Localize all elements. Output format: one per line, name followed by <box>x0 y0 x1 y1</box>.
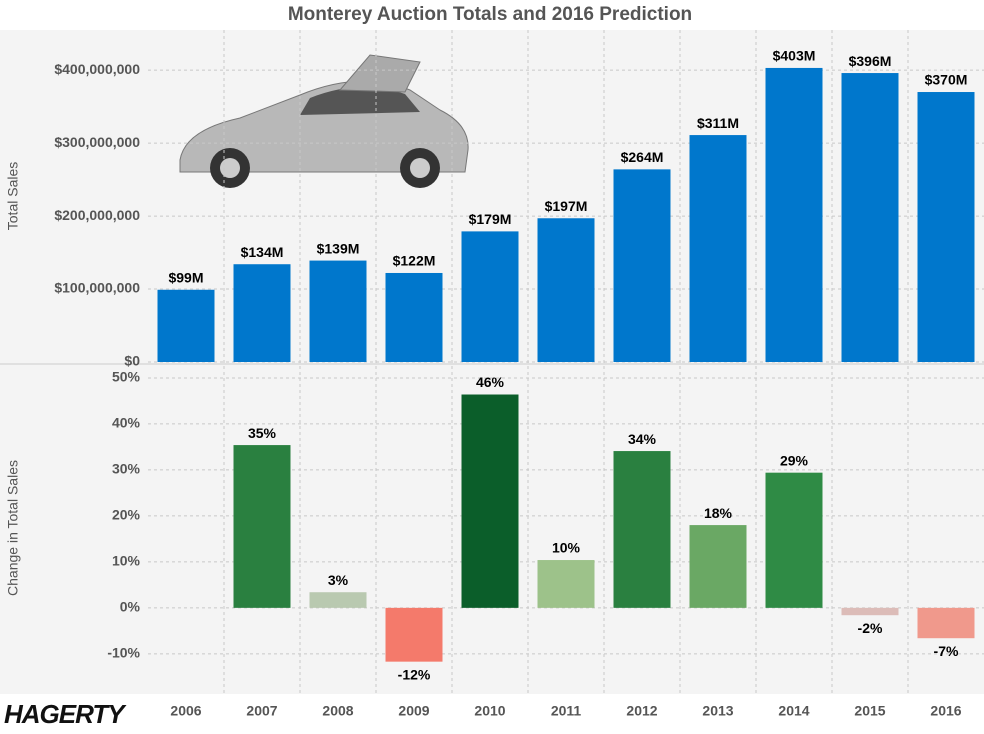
value-label: $370M <box>925 72 968 88</box>
x-tick-label: 2010 <box>474 703 505 719</box>
bar <box>537 218 595 362</box>
y-tick-label: $400,000,000 <box>54 61 140 77</box>
bar <box>613 169 671 362</box>
value-label: 10% <box>552 540 581 556</box>
car-illustration <box>179 54 469 188</box>
bar <box>765 472 823 608</box>
value-label: $134M <box>241 244 284 260</box>
value-label: $197M <box>545 198 588 214</box>
bar <box>689 525 747 608</box>
y-tick-label: 0% <box>120 599 141 615</box>
bar <box>309 592 367 608</box>
value-label: 46% <box>476 374 505 390</box>
x-tick-label: 2012 <box>626 703 657 719</box>
value-label: 18% <box>704 505 733 521</box>
x-tick-label: 2015 <box>854 703 885 719</box>
value-label: $264M <box>621 149 664 165</box>
y-tick-label: 40% <box>112 415 141 431</box>
y-axis-title: Total Sales <box>5 162 21 230</box>
y-tick-label: 30% <box>112 461 141 477</box>
bar <box>461 231 519 362</box>
x-tick-label: 2013 <box>702 703 733 719</box>
value-label: $403M <box>773 48 816 64</box>
value-label: -2% <box>858 620 883 636</box>
value-label: $122M <box>393 253 436 269</box>
bar <box>385 607 443 662</box>
bar <box>385 272 443 362</box>
y-tick-label: $100,000,000 <box>54 280 140 296</box>
bar <box>537 560 595 608</box>
x-tick-label: 2008 <box>322 703 353 719</box>
bar <box>613 451 671 608</box>
bar <box>309 260 367 362</box>
value-label: $311M <box>697 115 739 131</box>
value-label: $99M <box>168 269 203 285</box>
y-tick-label: $300,000,000 <box>54 134 140 150</box>
bar <box>689 135 747 362</box>
y-tick-label: 10% <box>112 553 141 569</box>
value-label: 35% <box>248 425 277 441</box>
x-tick-label: 2014 <box>778 703 809 719</box>
value-label: $179M <box>469 211 512 227</box>
bar <box>841 607 899 616</box>
value-label: 29% <box>780 452 809 468</box>
value-label: $139M <box>317 240 360 256</box>
bar <box>461 394 519 608</box>
x-tick-label: 2016 <box>930 703 961 719</box>
bar <box>917 607 975 639</box>
value-label: 34% <box>628 431 657 447</box>
bar <box>917 92 975 363</box>
bar <box>157 289 215 362</box>
y-tick-label: $200,000,000 <box>54 207 140 223</box>
bar <box>233 445 291 608</box>
bar <box>765 67 823 362</box>
y-tick-label: -10% <box>107 645 140 661</box>
x-tick-label: 2009 <box>398 703 429 719</box>
y-tick-label: $0 <box>124 353 140 369</box>
value-label: 3% <box>328 572 349 588</box>
x-tick-label: 2011 <box>551 703 582 719</box>
value-label: $396M <box>849 53 892 69</box>
y-tick-label: 50% <box>112 369 141 385</box>
x-tick-label: 2006 <box>170 703 201 719</box>
y-tick-label: 20% <box>112 507 141 523</box>
y-axis-title: Change in Total Sales <box>5 460 21 596</box>
x-tick-label: 2007 <box>246 703 277 719</box>
bar <box>233 264 291 362</box>
value-label: -12% <box>398 666 431 682</box>
logo: HAGERTY <box>4 699 127 729</box>
bar <box>841 73 899 363</box>
value-label: -7% <box>934 643 959 659</box>
chart-title: Monterey Auction Totals and 2016 Predict… <box>288 4 692 25</box>
